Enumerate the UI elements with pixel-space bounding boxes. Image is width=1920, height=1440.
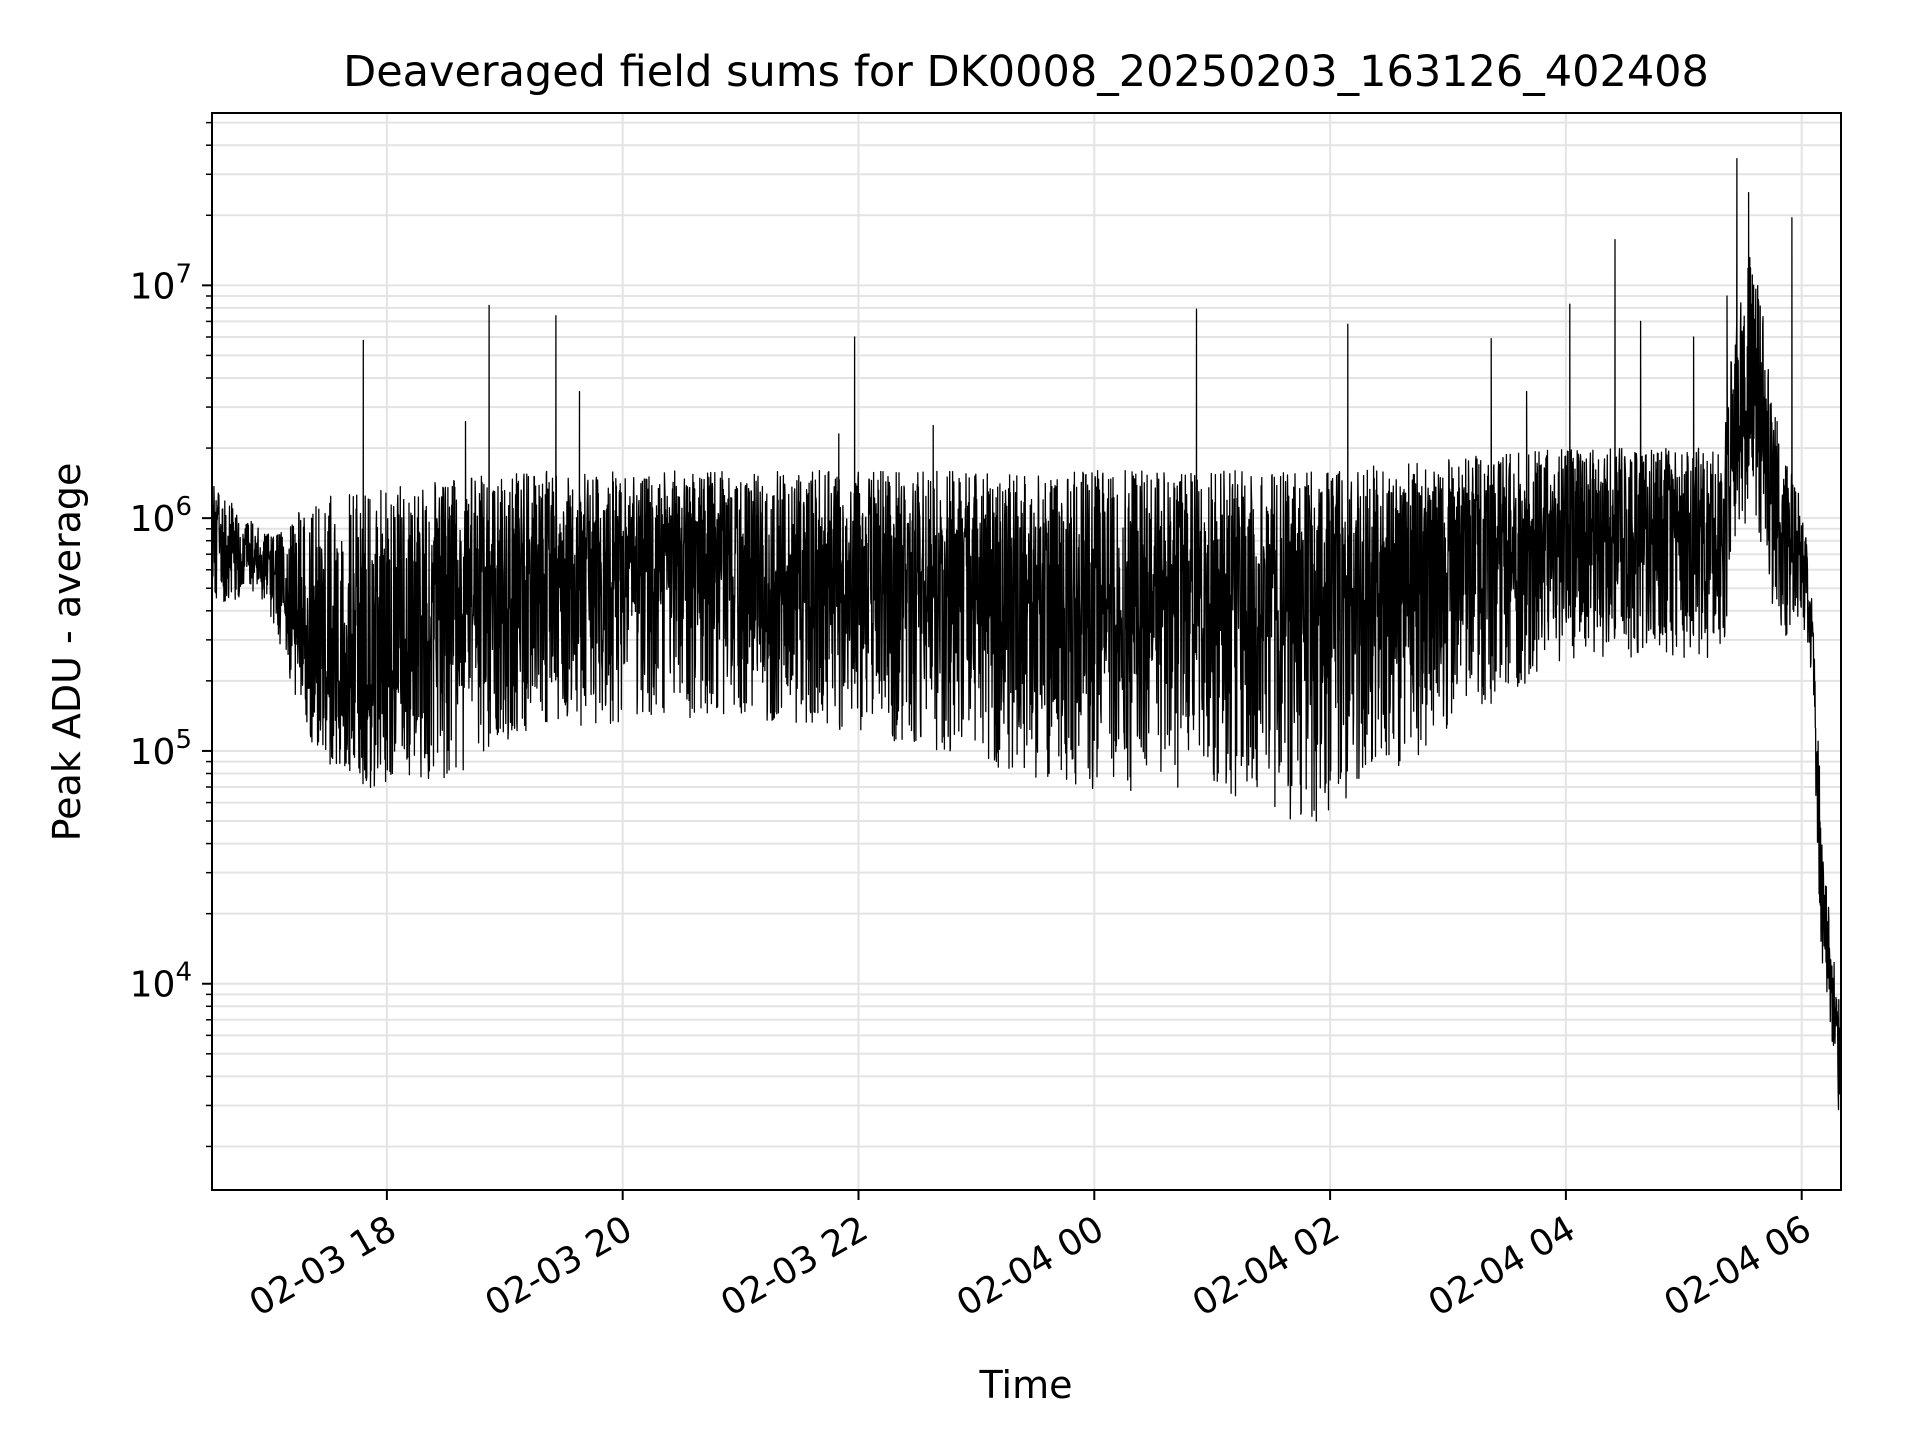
- y-axis: 104 105 106 107: [130, 121, 212, 1148]
- y-axis-label: Peak ADU - average: [45, 463, 89, 842]
- y-tick-label: 104: [130, 958, 192, 1006]
- series-line: [212, 158, 1841, 1111]
- y-tick-label: 106: [130, 492, 192, 540]
- y-tick-label: 107: [130, 259, 192, 307]
- x-axis-label: Time: [979, 1363, 1073, 1407]
- series-path: [212, 158, 1841, 1111]
- chart-title: Deaveraged field sums for DK0008_2025020…: [343, 47, 1709, 97]
- plot-frame: [211, 112, 1842, 1191]
- y-tick-label: 105: [130, 725, 192, 773]
